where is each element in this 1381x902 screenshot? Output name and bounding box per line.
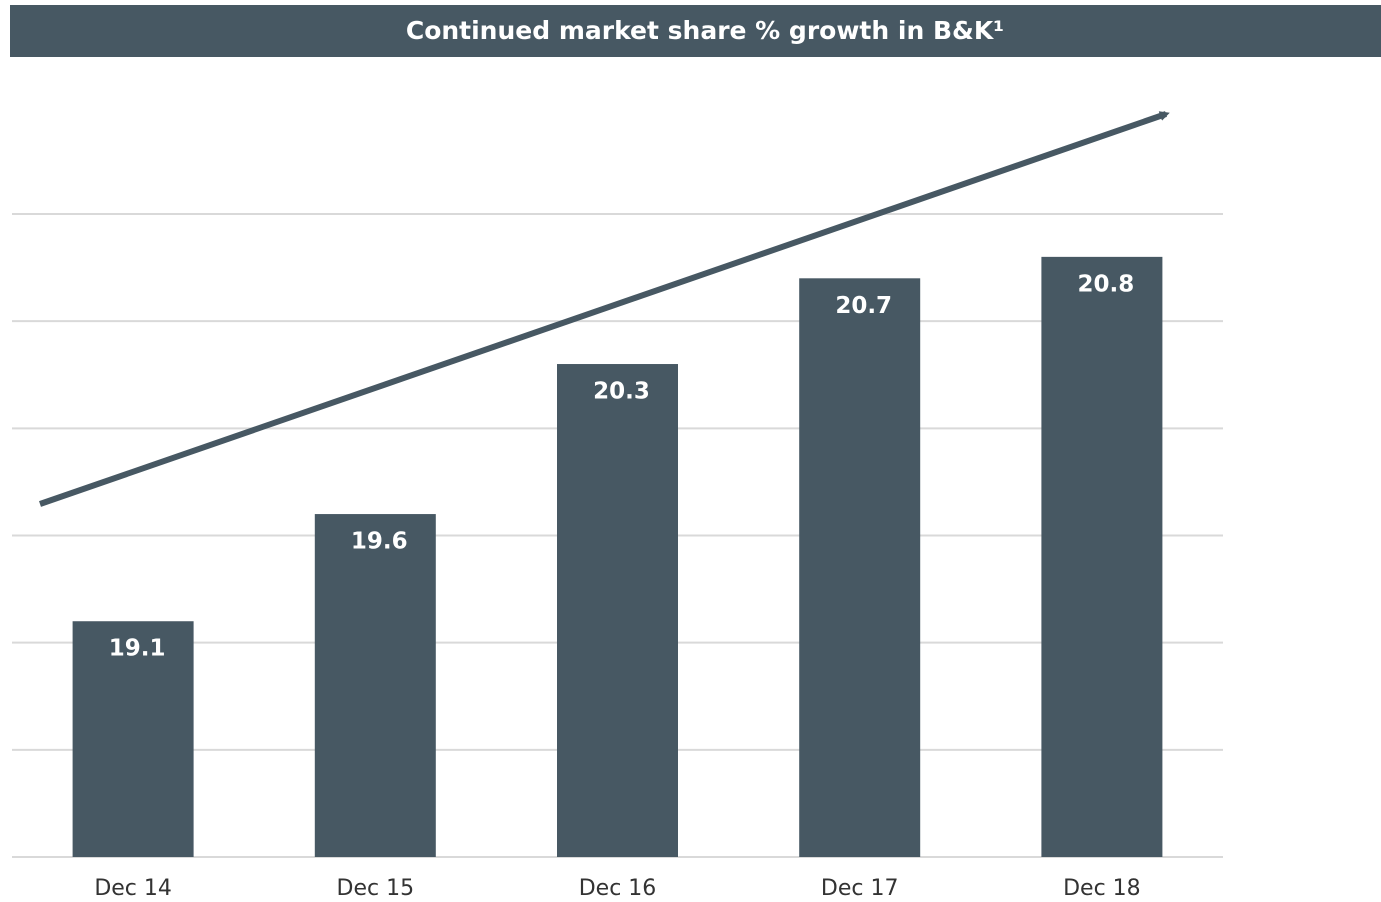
x-tick-label: Dec 15 bbox=[337, 876, 415, 901]
bar bbox=[1041, 256, 1163, 857]
value-label: 19.1 bbox=[109, 636, 166, 662]
title-bar bbox=[10, 5, 1381, 57]
value-label: 20.7 bbox=[835, 293, 892, 319]
value-label: 19.6 bbox=[351, 529, 408, 555]
chart-title: Continued market share % growth in B&K¹ bbox=[406, 16, 1004, 45]
x-tick-label: Dec 16 bbox=[579, 876, 657, 901]
x-tick-label: Dec 18 bbox=[1063, 876, 1141, 901]
bar bbox=[557, 364, 678, 857]
trend-arrow bbox=[39, 111, 1170, 507]
bar bbox=[314, 514, 436, 857]
x-tick-label: Dec 17 bbox=[821, 876, 899, 901]
bar bbox=[72, 621, 194, 857]
bar bbox=[799, 278, 921, 857]
value-label: 20.8 bbox=[1078, 271, 1135, 297]
value-label: 20.3 bbox=[593, 379, 650, 405]
x-tick-label: Dec 14 bbox=[94, 876, 172, 901]
